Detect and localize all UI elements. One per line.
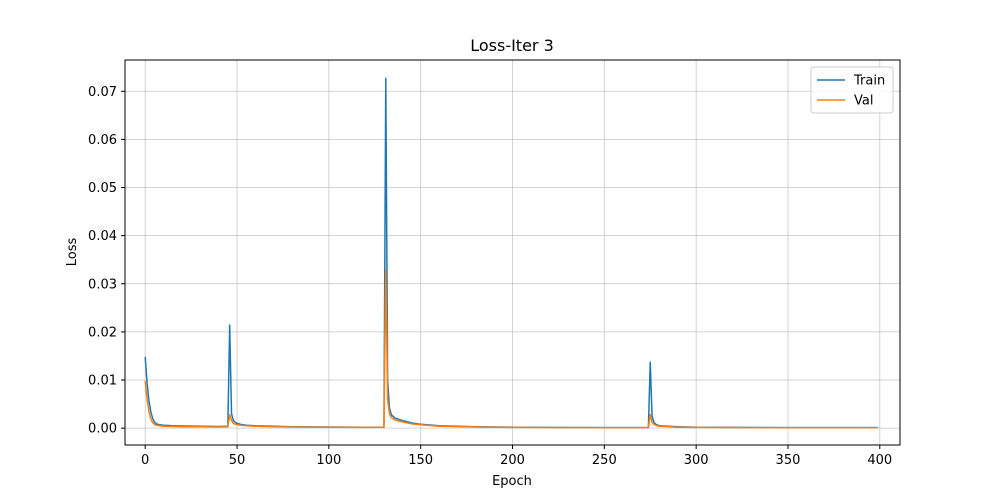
y-axis-label: Loss bbox=[65, 238, 80, 267]
series-line-val bbox=[144, 269, 878, 429]
y-tick-label: 0.04 bbox=[88, 229, 117, 244]
y-tick-label: 0.01 bbox=[88, 374, 117, 389]
y-tick-label: 0.07 bbox=[88, 85, 117, 100]
x-axis-label: Epoch bbox=[492, 474, 532, 489]
x-tick-label: 150 bbox=[408, 453, 433, 468]
legend: Train Val bbox=[810, 66, 894, 114]
legend-box bbox=[810, 66, 894, 114]
x-tick-label: 100 bbox=[316, 453, 341, 468]
x-tick-label: 250 bbox=[592, 453, 617, 468]
legend-label-val: Val bbox=[854, 94, 873, 109]
y-axis: 0.00 0.01 0.02 0.03 0.04 0.05 0.06 0.07 bbox=[88, 85, 125, 437]
x-tick-label: 400 bbox=[867, 453, 892, 468]
x-tick-label: 350 bbox=[776, 453, 801, 468]
y-tick-label: 0.03 bbox=[88, 277, 117, 292]
x-tick-label: 50 bbox=[229, 453, 246, 468]
series-layer bbox=[144, 77, 878, 429]
x-tick-label: 200 bbox=[500, 453, 525, 468]
x-axis: 0 50 100 150 200 250 300 350 400 bbox=[141, 445, 892, 468]
legend-label-train: Train bbox=[853, 74, 885, 89]
y-tick-label: 0.00 bbox=[88, 422, 117, 437]
y-tick-label: 0.05 bbox=[88, 181, 117, 196]
chart-title: Loss-Iter 3 bbox=[470, 36, 554, 55]
y-tick-label: 0.02 bbox=[88, 325, 117, 340]
x-tick-label: 0 bbox=[141, 453, 149, 468]
y-tick-label: 0.06 bbox=[88, 133, 117, 148]
x-tick-label: 300 bbox=[684, 453, 709, 468]
